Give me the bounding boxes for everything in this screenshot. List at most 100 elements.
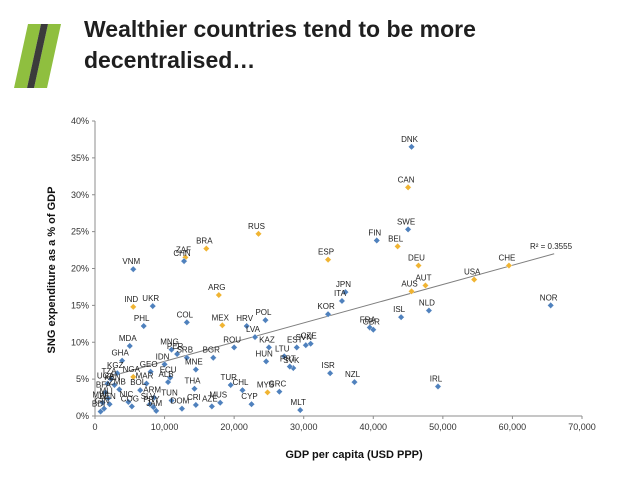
point-mng	[168, 346, 176, 354]
label-pry: PRY	[143, 395, 160, 404]
point-srb	[183, 354, 191, 362]
x-tick-label: 60,000	[499, 422, 527, 432]
point-rus	[255, 230, 262, 238]
point-nga	[129, 373, 137, 381]
label-mys: MYS	[257, 380, 274, 389]
label-nld: NLD	[419, 299, 435, 308]
point-mar	[143, 380, 150, 388]
label-usa: USA	[464, 268, 481, 277]
label-ltu: LTU	[275, 344, 290, 353]
point-bgr	[209, 354, 217, 362]
label-isl: ISL	[393, 305, 406, 314]
y-axis-title: SNG expenditure as a % of GDP	[46, 187, 58, 354]
point-jam	[152, 407, 160, 415]
point-gbr	[369, 326, 377, 334]
label-idn: IDN	[156, 352, 170, 361]
label-est: EST	[287, 335, 303, 344]
point-est	[293, 343, 301, 351]
label-ind: IND	[124, 295, 138, 304]
label-esp: ESP	[318, 248, 334, 257]
y-tick-label: 5%	[76, 374, 89, 384]
label-zaf: ZAF	[176, 245, 191, 254]
point-kor	[324, 310, 332, 318]
point-usa	[470, 276, 478, 284]
point-ukr	[149, 302, 157, 310]
point-nld	[425, 307, 433, 315]
label-gin: GIN	[95, 397, 109, 406]
label-mar: MAR	[136, 372, 154, 381]
point-zmb	[115, 385, 123, 393]
point-arg	[215, 291, 223, 299]
label-chn: CHN	[173, 249, 191, 258]
label-ecu: ECU	[160, 366, 177, 375]
point-nic	[124, 398, 132, 406]
label-bel: BEL	[388, 234, 404, 243]
label-grc: GRC	[268, 380, 286, 389]
label-kor: KOR	[317, 302, 335, 311]
label-mlt: MLT	[291, 398, 307, 407]
point-dnk	[408, 143, 416, 151]
point-ken	[110, 381, 118, 389]
point-tha	[191, 385, 198, 393]
point-gha	[118, 357, 126, 365]
logo-stripe-dark-1	[27, 24, 48, 88]
point-mex	[218, 321, 226, 329]
label-bgr: BGR	[203, 346, 221, 355]
point-mwi	[99, 399, 107, 407]
label-dnk: DNK	[401, 135, 419, 144]
label-nic: NIC	[120, 390, 134, 399]
point-cyp	[248, 400, 256, 408]
logo-stripe-green-2	[34, 24, 61, 88]
point-mys	[264, 388, 272, 396]
label-slv: SLV	[141, 392, 156, 401]
label-aze: AZE	[202, 394, 218, 403]
label-arg: ARG	[208, 283, 225, 292]
point-phl	[140, 322, 148, 330]
chart-axes: 0% 5% 10% 15% 20% 25% 30% 35% 40% 0 10,000 20,000 30…	[71, 116, 596, 432]
label-cog: COG	[121, 394, 139, 403]
label-gha: GHA	[111, 349, 129, 358]
label-rou: ROU	[223, 335, 241, 344]
label-lva: LVA	[246, 325, 261, 334]
point-cze	[307, 340, 315, 348]
label-svn: SVN	[296, 333, 313, 342]
point-tur	[227, 381, 235, 389]
label-mwi: MWI	[92, 391, 108, 400]
point-idn	[161, 360, 169, 368]
point-mlt	[296, 406, 304, 414]
point-ita	[338, 297, 346, 305]
label-cyp: CYP	[241, 392, 257, 401]
point-aut	[421, 281, 429, 289]
y-tick-label: 35%	[71, 153, 89, 163]
point-geo	[147, 368, 155, 376]
y-tick-label: 25%	[71, 227, 89, 237]
label-vnm: VNM	[122, 257, 140, 266]
label-mda: MDA	[119, 334, 137, 343]
point-ind	[129, 303, 137, 311]
label-nga: NGA	[123, 365, 141, 374]
label-che: CHE	[499, 254, 516, 263]
point-tza	[107, 375, 115, 383]
point-ltu	[280, 352, 288, 360]
point-nzl	[351, 378, 358, 386]
label-per: PER	[167, 342, 184, 351]
label-deu: DEU	[408, 254, 425, 263]
label-dom: DOM	[171, 397, 190, 406]
label-aut: AUT	[415, 273, 431, 282]
point-mda	[126, 342, 134, 350]
point-che	[505, 262, 513, 270]
label-fin: FIN	[368, 228, 381, 237]
x-axis-title: GDP per capita (USD PPP)	[285, 449, 423, 461]
point-jpn	[341, 288, 349, 296]
point-pol	[261, 316, 269, 324]
y-tick-label: 0%	[76, 411, 89, 421]
point-can	[404, 183, 412, 191]
label-mng: MNG	[160, 338, 179, 347]
point-alb	[164, 378, 172, 386]
label-uga: UGA	[97, 372, 115, 381]
label-prt: PRT	[280, 355, 296, 364]
point-isl	[397, 313, 405, 321]
label-ukr: UKR	[142, 294, 159, 303]
point-bra	[202, 245, 210, 253]
